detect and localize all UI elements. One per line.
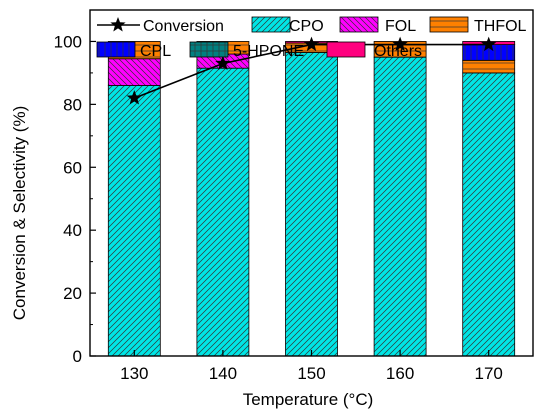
conversion-point-170 <box>481 36 497 52</box>
legend-label-others: Others <box>374 43 422 60</box>
legend-label-conversion: Conversion <box>143 18 224 35</box>
bar-thfol-170 <box>462 59 516 74</box>
x-tick-label-160: 160 <box>386 364 414 383</box>
y-tick-label-20: 20 <box>63 284 82 303</box>
legend-label-cpo: CPO <box>289 18 324 35</box>
y-tick-label-0: 0 <box>73 347 82 366</box>
conversion-point-130 <box>126 90 142 105</box>
y-tick-label-100: 100 <box>54 32 82 51</box>
legend-swatch-thfol <box>429 16 469 33</box>
bar-cpo-170 <box>462 72 516 357</box>
legend-swatch-cpl <box>96 41 136 58</box>
bars-layer <box>107 41 516 357</box>
legend-label-5-hpone: 5-HPONE <box>233 43 304 60</box>
legend-label-fol: FOL <box>385 18 416 35</box>
y-tick-label-40: 40 <box>63 221 82 240</box>
conversion-point-150 <box>303 36 320 52</box>
legend-label-thfol: THFOL <box>474 18 527 35</box>
bar-cpo-140 <box>196 67 250 357</box>
y-axis-label: Conversion & Selectivity (%) <box>10 106 29 320</box>
x-tick-label-170: 170 <box>475 364 503 383</box>
legend-swatch-fol <box>339 16 379 33</box>
y-tick-label-60: 60 <box>63 158 82 177</box>
x-tick-label-150: 150 <box>297 364 325 383</box>
bar-cpo-160 <box>373 56 427 357</box>
axes: 0 20 40 60 80 100 130 140 150 160 170 <box>54 9 534 383</box>
x-axis-label: Temperature (°C) <box>243 390 374 409</box>
legend-swatch-5-hpone <box>189 41 229 58</box>
legend: Conversion CPO FOL THFOL CPL 5-HPONE Others <box>96 16 527 60</box>
conversion-point-160 <box>392 36 408 52</box>
legend-swatch-cpo <box>251 16 291 33</box>
legend-label-cpl: CPL <box>140 43 171 60</box>
bar-fol-130 <box>107 58 161 86</box>
bar-cpo-130 <box>107 85 161 357</box>
legend-marker-conversion <box>110 17 126 32</box>
x-tick-label-140: 140 <box>209 364 237 383</box>
legend-swatch-others <box>326 41 366 58</box>
x-tick-label-130: 130 <box>120 364 148 383</box>
bar-cpo-150 <box>285 52 338 357</box>
conversion-point-140 <box>215 55 231 70</box>
conversion-line-layer <box>126 36 497 105</box>
y-tick-label-80: 80 <box>63 95 82 114</box>
